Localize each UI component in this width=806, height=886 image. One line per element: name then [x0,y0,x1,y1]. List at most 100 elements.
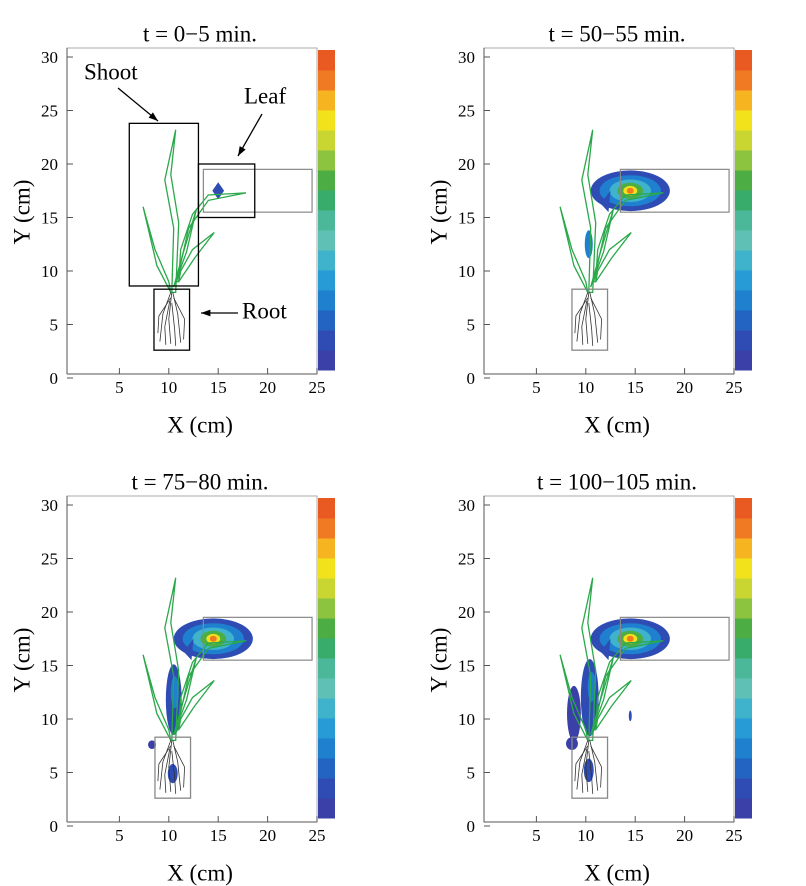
activity-blob [626,635,634,642]
x-tick-label: 15 [210,826,227,845]
root-roi [571,288,609,351]
y-tick-label: 15 [458,656,475,675]
x-axis-label: X (cm) [167,860,233,885]
y-tick-label: 5 [50,315,59,334]
panel: 0 5 10 15 20 25 30 5 10 15 20 25 t = 0−5 min. X (cm) Y… [9,21,335,437]
shoot-outline [173,208,198,288]
arrow-head [201,309,211,317]
activity-blob [600,190,611,213]
shoot-outline [178,231,215,283]
y-tick-label: 30 [458,48,475,67]
colorbar-cell [735,230,752,251]
colorbar-cell [735,578,752,599]
colorbar-cell [318,50,335,71]
x-tick-label: 5 [115,826,124,845]
x-tick-label: 25 [309,378,326,397]
root-outline [164,748,171,793]
shoot-outline [559,654,589,741]
x-tick-label: 5 [532,826,541,845]
y-tick-label: 20 [458,155,475,174]
leaf-roi-box [197,163,256,219]
y-axis-label: Y (cm) [426,628,451,693]
colorbar-cell [318,538,335,559]
colorbar-cell [318,578,335,599]
x-tick-label: 15 [210,378,227,397]
activity-blob [584,230,593,259]
colorbar-cell [735,518,752,539]
shoot-outline [178,679,215,731]
shoot-outline [559,206,589,293]
annotation: Leaf [244,83,286,108]
y-tick-label: 25 [458,549,475,568]
colorbar-cell [735,798,752,819]
x-tick-label: 5 [532,378,541,397]
colorbar-cell [318,778,335,799]
activity-blob [626,187,634,194]
y-tick-label: 15 [458,208,475,227]
root-outline [164,300,171,345]
colorbar-cell [735,150,752,171]
y-tick-label: 30 [41,496,58,515]
activity-blob [167,763,178,784]
root-outline [581,300,588,345]
colorbar-cell [318,250,335,271]
colorbar-cell [318,698,335,719]
colorbar-cell [318,210,335,231]
x-tick-label: 20 [676,378,693,397]
root-outline [168,740,173,792]
colorbar-cell [735,210,752,231]
plot-frame [483,47,735,375]
colorbar-cell [318,130,335,151]
colorbar-cell [318,638,335,659]
y-tick-label: 10 [41,262,58,281]
y-tick-label: 10 [41,710,58,729]
colorbar-cell [318,798,335,819]
root-outline [588,751,594,794]
root-outline [173,745,186,788]
root-outline [585,740,590,792]
colorbar-cell [318,718,335,739]
colorbar-cell [735,738,752,759]
y-tick-label: 25 [41,549,58,568]
y-tick-label: 15 [41,208,58,227]
leaf-roi [619,616,730,661]
y-tick-label: 0 [467,369,476,388]
activity-blob [628,710,632,722]
activity-blob [209,635,217,642]
colorbar-cell [735,330,752,351]
colorbar-cell [735,658,752,679]
colorbar-cell [318,150,335,171]
shoot-outline [590,208,615,288]
root-outline [159,292,172,342]
x-tick-label: 10 [577,378,594,397]
root-outline [588,303,594,346]
root-outline [576,292,589,342]
colorbar-cell [318,658,335,679]
y-tick-label: 20 [458,603,475,622]
leaf-roi [202,168,313,213]
panel-title: t = 50−55 min. [548,21,685,46]
leaf-roi [619,168,730,213]
colorbar-cell [318,598,335,619]
x-tick-label: 25 [726,826,743,845]
colorbar-cell [735,250,752,271]
colorbar-cell [318,290,335,311]
activity-blob [600,638,611,661]
y-tick-label: 5 [467,763,476,782]
shoot-outline [142,206,172,293]
colorbar-cell [318,310,335,331]
x-tick-label: 20 [676,826,693,845]
x-tick-label: 15 [627,378,644,397]
y-tick-label: 25 [458,101,475,120]
y-tick-label: 0 [50,369,59,388]
x-tick-label: 25 [726,378,743,397]
annotation: Root [242,298,287,323]
root-outline [574,297,589,334]
colorbar-cell [735,758,752,779]
root-outline [576,740,589,790]
activity-blob [148,740,156,749]
root-outline [574,745,589,782]
colorbar-cell [318,330,335,351]
y-tick-label: 10 [458,262,475,281]
colorbar-cell [735,498,752,519]
